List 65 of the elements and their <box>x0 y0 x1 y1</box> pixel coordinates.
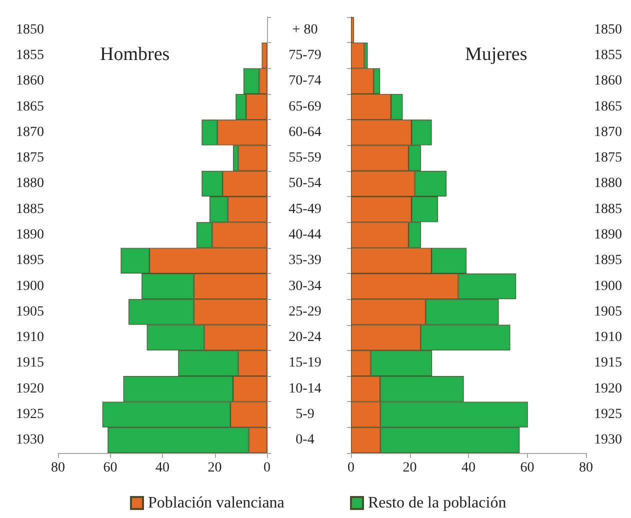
y-tick-label: 1900 <box>16 278 44 294</box>
y-tick-label: 1850 <box>16 22 44 38</box>
y2-tick-label: 1875 <box>594 150 622 166</box>
y2-tick-label: 1915 <box>594 356 622 371</box>
y-tick-label: 1885 <box>16 202 44 217</box>
text: Hombres <box>100 44 170 65</box>
x-tick-label: 60 <box>520 460 534 476</box>
y-tick-label: 1930 <box>16 432 44 448</box>
y-tick-label: 45-49 <box>288 202 322 217</box>
legend-label: Resto de la población <box>368 494 506 512</box>
y-tick-label: 65-69 <box>288 99 322 114</box>
y2-tick-label: 1905 <box>594 304 622 320</box>
y-tick-label: 55-59 <box>288 150 322 166</box>
y2-tick-label: 1880 <box>594 176 622 192</box>
y-tick-label: 1880 <box>16 176 44 192</box>
y2-tick-label: 1870 <box>594 124 622 140</box>
text: Mujeres <box>465 44 528 65</box>
y2-tick-label: 1900 <box>594 278 622 294</box>
y-tick-label: 1890 <box>16 228 44 242</box>
y2-tick-label: 1865 <box>594 99 622 114</box>
y-tick-label: 20-24 <box>288 330 322 346</box>
x-tick-label: 80 <box>579 460 593 476</box>
y-tick-label: 0-4 <box>296 432 314 448</box>
y2-tick-label: 1855 <box>594 48 622 63</box>
y-tick-label: 30-34 <box>288 278 322 294</box>
y-tick-label: 1870 <box>16 124 44 140</box>
y-tick-label: 15-19 <box>288 356 322 371</box>
y-tick-label: 1875 <box>16 150 44 166</box>
x-tick-label: 80 <box>51 460 65 476</box>
y-tick-label: 70-74 <box>288 74 322 89</box>
x-tick-label: 60 <box>103 460 118 476</box>
y-tick-label: 1865 <box>16 99 44 114</box>
x-tick-label: 40 <box>156 460 170 476</box>
y-tick-label: 75-79 <box>288 48 322 63</box>
y-tick-label: 50-54 <box>288 176 322 192</box>
y2-tick-label: 1910 <box>594 330 622 346</box>
y-tick-label: 1915 <box>16 356 44 371</box>
y-tick-label: 1895 <box>16 253 44 268</box>
y-tick-label: 1920 <box>16 381 44 396</box>
y-tick-label: 25-29 <box>288 304 322 320</box>
y-tick-label: 60-64 <box>288 124 322 140</box>
x-tick-label: 40 <box>462 460 476 476</box>
y-tick-label: 10-14 <box>288 381 322 396</box>
legend-label: Población valenciana <box>148 494 284 512</box>
y-tick-label: 35-39 <box>288 253 322 268</box>
y-tick-label: 40-44 <box>288 228 322 242</box>
y2-tick-label: 1925 <box>594 407 622 422</box>
y2-tick-label: 1920 <box>594 381 622 396</box>
y-tick-label: 1905 <box>16 304 44 320</box>
y-tick-label: 1910 <box>16 330 44 346</box>
y-tick-label: 1855 <box>16 48 44 63</box>
y-tick-label: 1860 <box>16 74 44 89</box>
x-tick-label: 20 <box>402 460 417 476</box>
x-tick-label: 20 <box>208 460 222 476</box>
x-tick-label: 0 <box>348 460 354 476</box>
y-tick-label: 5-9 <box>296 407 314 422</box>
y2-tick-label: 1930 <box>594 432 622 448</box>
y-tick-label: + 80 <box>292 22 318 38</box>
y2-tick-label: 1885 <box>594 202 622 217</box>
y2-tick-label: 1895 <box>594 253 622 268</box>
y2-tick-label: 1890 <box>594 228 622 242</box>
x-tick-label: 0 <box>264 460 270 476</box>
y-tick-label: 1925 <box>16 407 44 422</box>
y2-tick-label: 1850 <box>594 22 622 38</box>
y2-tick-label: 1860 <box>594 74 622 89</box>
